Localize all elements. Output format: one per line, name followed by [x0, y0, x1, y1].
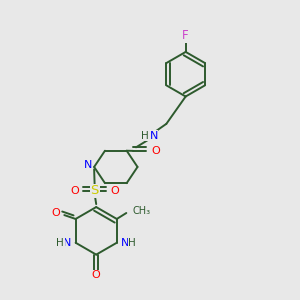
Text: N: N: [149, 131, 158, 141]
Text: H: H: [128, 238, 136, 248]
Text: N: N: [63, 238, 71, 248]
Text: H: H: [141, 131, 148, 141]
Text: O: O: [51, 208, 60, 218]
Text: F: F: [182, 29, 189, 42]
Text: H: H: [56, 238, 64, 248]
Text: N: N: [83, 160, 92, 170]
Text: O: O: [70, 186, 79, 196]
Text: O: O: [151, 146, 160, 156]
Text: N: N: [121, 238, 129, 248]
Text: O: O: [92, 270, 100, 280]
Text: S: S: [91, 184, 99, 197]
Text: O: O: [111, 186, 119, 196]
Text: CH₃: CH₃: [133, 206, 151, 216]
